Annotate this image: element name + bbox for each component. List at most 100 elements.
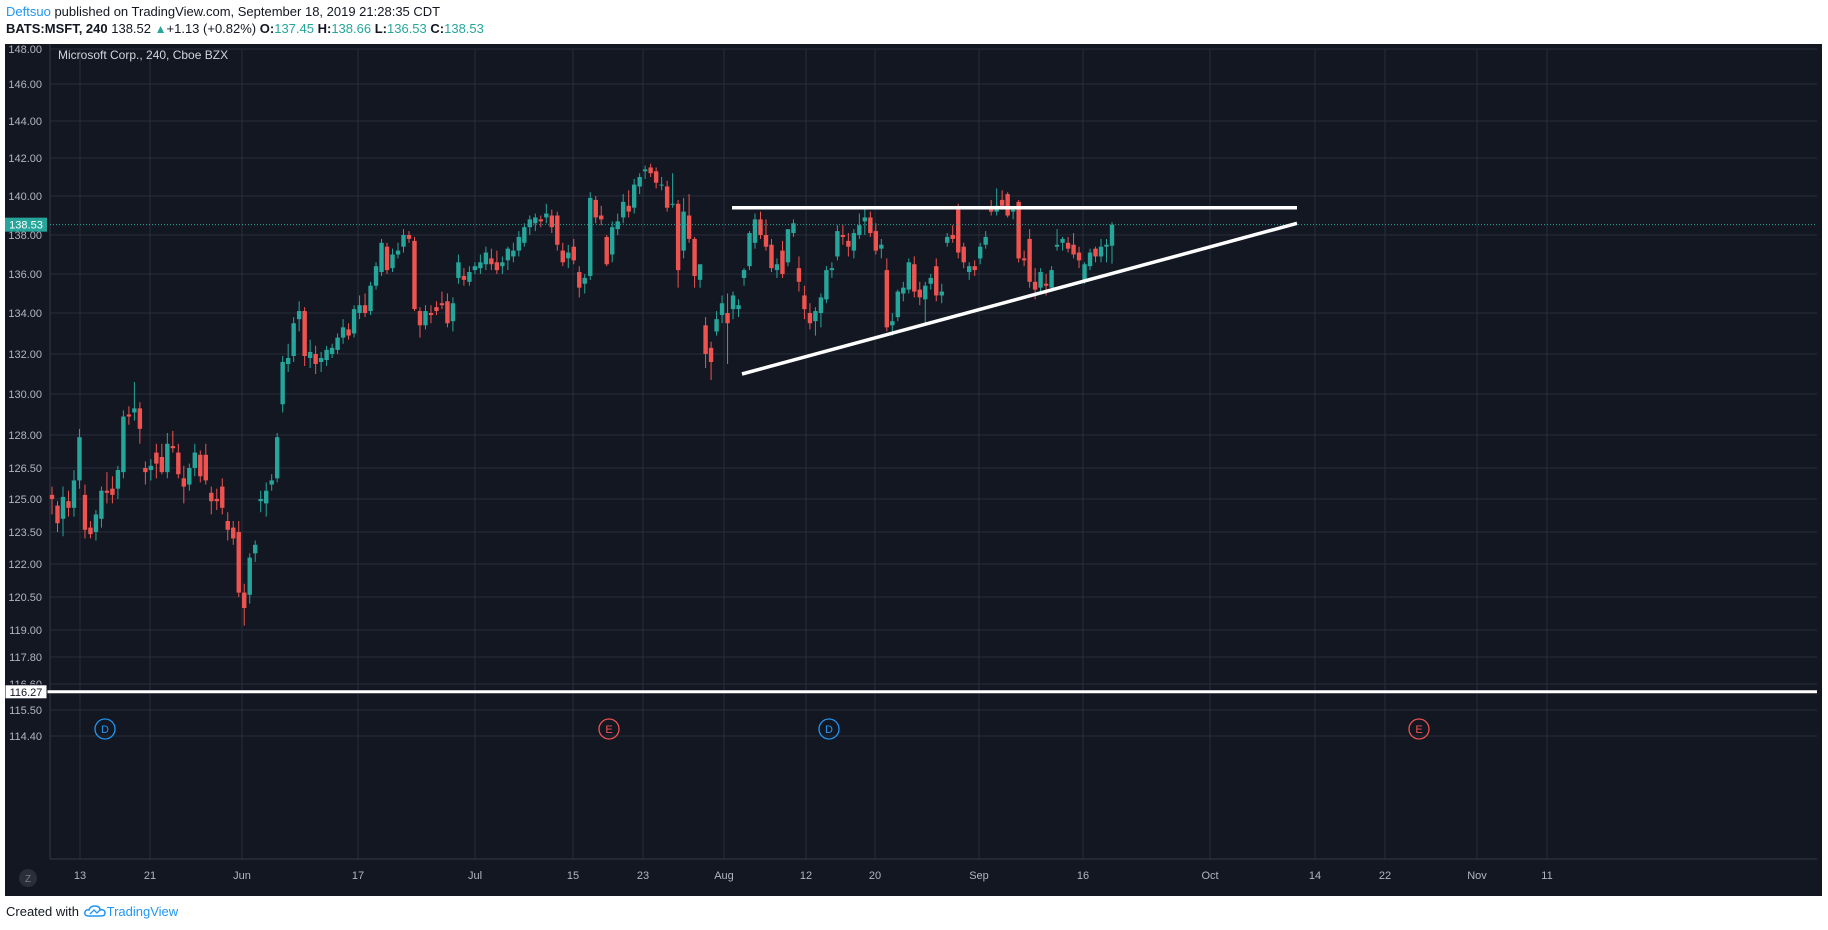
candle bbox=[236, 532, 241, 593]
low-label: L: bbox=[374, 21, 387, 36]
candle bbox=[796, 268, 802, 282]
author-link[interactable]: Deftsuo bbox=[6, 4, 51, 19]
candle bbox=[730, 295, 736, 310]
candle bbox=[763, 235, 769, 247]
candle bbox=[121, 416, 126, 473]
candle bbox=[1010, 209, 1016, 212]
low-value: 136.53 bbox=[387, 21, 427, 36]
candle bbox=[862, 217, 868, 222]
published-text: published on TradingView.com, September … bbox=[54, 4, 441, 19]
candle bbox=[296, 311, 302, 320]
candle bbox=[242, 592, 247, 608]
candle bbox=[725, 313, 730, 324]
x-tick-label: Jun bbox=[233, 870, 251, 882]
candle bbox=[588, 197, 593, 276]
candle bbox=[203, 454, 208, 481]
candle bbox=[1087, 252, 1093, 267]
candle bbox=[450, 303, 456, 322]
candle bbox=[620, 201, 626, 218]
candle bbox=[912, 264, 917, 292]
support-badge bbox=[5, 684, 48, 700]
candle bbox=[626, 205, 631, 212]
candle bbox=[489, 258, 494, 265]
candle bbox=[835, 231, 840, 257]
chart-pane[interactable] bbox=[5, 44, 1822, 896]
event-marker-earnings[interactable] bbox=[598, 718, 620, 740]
candle bbox=[802, 295, 807, 310]
event-marker-dividend[interactable] bbox=[94, 718, 116, 740]
candle bbox=[55, 505, 60, 524]
y-tick-label: 122.00 bbox=[8, 559, 42, 571]
candle bbox=[291, 323, 296, 356]
scale-button[interactable] bbox=[19, 869, 37, 887]
candle bbox=[593, 199, 598, 218]
support-trendline[interactable] bbox=[741, 221, 1298, 376]
x-tick-label: 13 bbox=[74, 870, 86, 882]
candle bbox=[703, 325, 708, 354]
candle bbox=[901, 287, 906, 294]
candle bbox=[1054, 244, 1060, 247]
candle bbox=[187, 468, 192, 485]
candle bbox=[483, 252, 489, 265]
candle bbox=[192, 452, 197, 468]
candle bbox=[560, 250, 565, 263]
symbol-label: BATS:MSFT, 240 bbox=[6, 21, 108, 36]
candle bbox=[329, 347, 335, 354]
event-marker-dividend[interactable] bbox=[818, 718, 840, 740]
candle bbox=[60, 496, 66, 519]
candle bbox=[340, 327, 346, 338]
x-tick-label: Aug bbox=[714, 870, 734, 882]
candle bbox=[813, 311, 818, 322]
candle bbox=[659, 184, 664, 186]
x-tick-label: Oct bbox=[1201, 870, 1218, 882]
candle bbox=[461, 275, 467, 280]
candle bbox=[318, 358, 324, 362]
support-badge-label: 116.27 bbox=[10, 687, 43, 699]
y-tick-label: 130.00 bbox=[8, 389, 42, 401]
candle bbox=[653, 171, 659, 183]
tradingview-link[interactable]: TradingView bbox=[106, 904, 179, 919]
high-value: 138.66 bbox=[331, 21, 372, 36]
candle bbox=[500, 262, 505, 267]
x-tick-label: 22 bbox=[1379, 870, 1391, 882]
candle bbox=[285, 358, 291, 364]
candlestick-chart[interactable]: 148.00 146.00 144.00 142.00 140.00 138.00 136.… bbox=[5, 44, 1822, 896]
candle bbox=[148, 465, 154, 471]
open-label: O: bbox=[259, 21, 275, 36]
candle bbox=[785, 229, 791, 263]
last-price: 138.52 bbox=[111, 21, 151, 36]
candle bbox=[829, 268, 835, 271]
candle bbox=[324, 349, 329, 360]
candle bbox=[71, 480, 77, 508]
y-tick-label: 144.00 bbox=[8, 116, 42, 128]
candle bbox=[610, 227, 615, 255]
candle bbox=[264, 490, 269, 504]
x-tick-label: 23 bbox=[637, 870, 649, 882]
candle bbox=[1043, 283, 1049, 286]
candle bbox=[692, 238, 697, 276]
candle bbox=[983, 236, 988, 245]
y-tick-label: 123.50 bbox=[8, 527, 42, 539]
x-tick-label: 14 bbox=[1309, 870, 1321, 882]
y-tick-label: 120.50 bbox=[8, 592, 42, 604]
candle bbox=[1071, 244, 1076, 255]
candle bbox=[1027, 238, 1032, 282]
candle bbox=[346, 329, 351, 336]
candle bbox=[956, 209, 961, 253]
candle bbox=[176, 452, 181, 475]
event-marker-label: D bbox=[825, 724, 833, 736]
candle bbox=[395, 250, 401, 255]
candle bbox=[258, 499, 263, 502]
candle bbox=[307, 351, 313, 358]
candle bbox=[115, 470, 121, 489]
event-marker-earnings[interactable] bbox=[1408, 718, 1430, 740]
candle bbox=[335, 337, 340, 350]
candle bbox=[428, 313, 434, 316]
candle bbox=[1104, 244, 1109, 247]
scale-button-label: Z bbox=[25, 874, 31, 885]
candle bbox=[406, 235, 412, 239]
candle bbox=[708, 347, 714, 362]
candle bbox=[950, 235, 955, 239]
candle bbox=[972, 266, 977, 271]
candle bbox=[1021, 258, 1027, 261]
